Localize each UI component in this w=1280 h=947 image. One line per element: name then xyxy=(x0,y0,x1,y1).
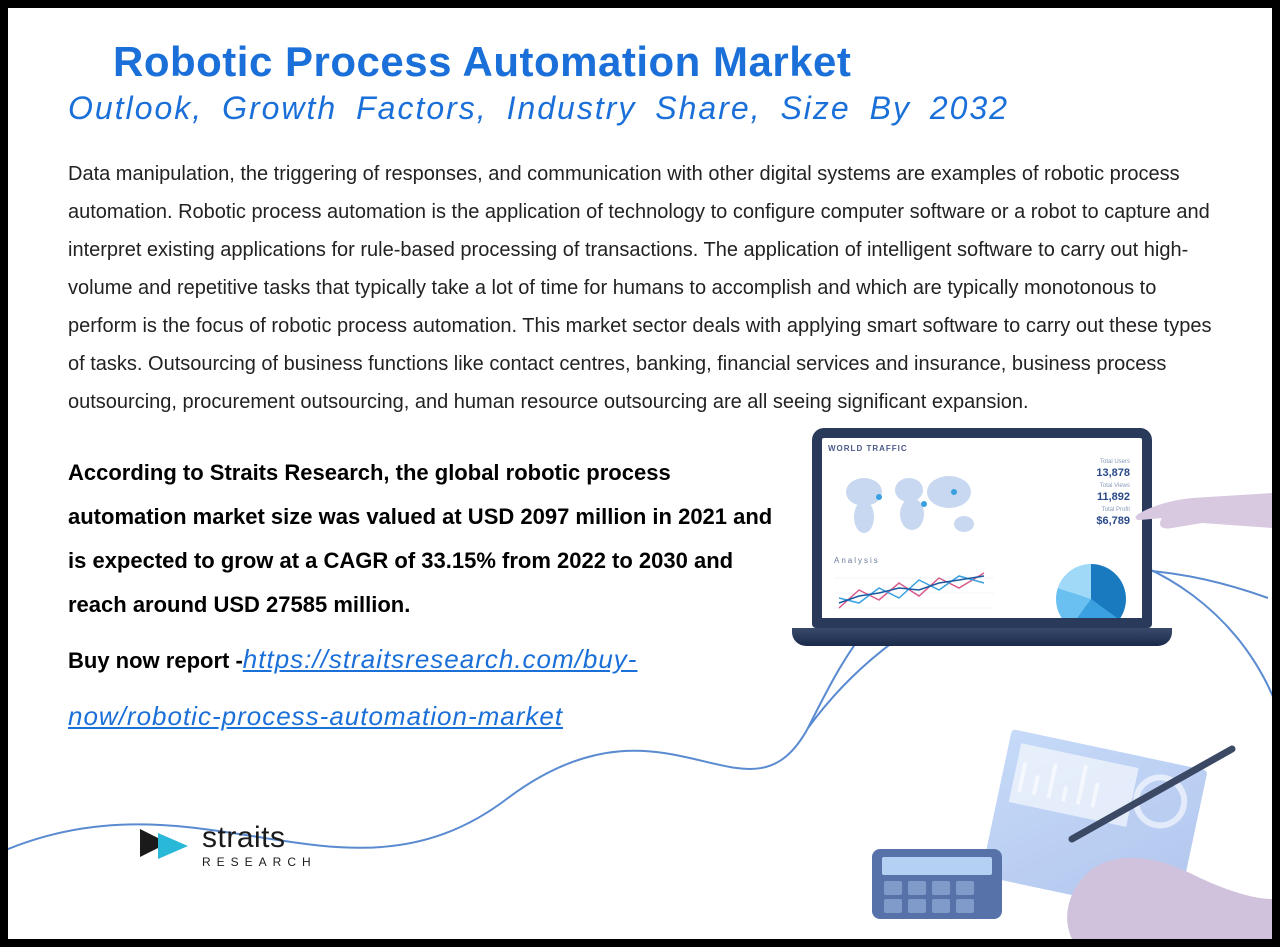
logo-mark-icon xyxy=(138,823,192,869)
laptop-screen: WORLD TRAFFIC Total Users xyxy=(812,428,1152,628)
body-paragraph: Data manipulation, the triggering of res… xyxy=(8,127,1272,421)
buy-line: Buy now report -https://straitsresearch.… xyxy=(68,631,788,745)
stat-value-0: 13,878 xyxy=(1096,466,1130,481)
page-subtitle: Outlook, Growth Factors, Industry Share,… xyxy=(8,86,1272,127)
stat-value-2: $6,789 xyxy=(1096,514,1130,529)
stat-label-0: Total Users xyxy=(1096,458,1130,466)
slide-page: Robotic Process Automation Market Outloo… xyxy=(8,8,1272,939)
laptop-illustration: WORLD TRAFFIC Total Users xyxy=(812,428,1152,658)
laptop-base xyxy=(792,628,1172,646)
logo-text: straits RESEARCH xyxy=(202,823,317,869)
logo-main-text: straits xyxy=(202,823,317,853)
stat-label-1: Total Views xyxy=(1096,482,1130,490)
brand-logo: straits RESEARCH xyxy=(138,823,317,869)
page-title: Robotic Process Automation Market xyxy=(8,8,1272,86)
analysis-label: Analysis xyxy=(834,556,880,565)
highlight-text: According to Straits Research, the globa… xyxy=(68,451,788,627)
world-map-icon xyxy=(834,462,994,552)
stat-label-2: Total Profit xyxy=(1096,506,1130,514)
line-chart xyxy=(834,568,994,618)
dashboard-header: WORLD TRAFFIC xyxy=(828,444,1136,453)
pie-chart xyxy=(1056,564,1126,628)
logo-sub-text: RESEARCH xyxy=(202,855,317,869)
highlight-block: According to Straits Research, the globa… xyxy=(68,451,788,745)
desk-items-illustration xyxy=(812,699,1272,939)
dashboard-mock: WORLD TRAFFIC Total Users xyxy=(828,444,1136,612)
buy-label: Buy now report - xyxy=(68,648,243,673)
stat-value-1: 11,892 xyxy=(1096,490,1130,505)
dashboard-stats: Total Users 13,878 Total Views 11,892 To… xyxy=(1096,458,1130,529)
pointing-hand-icon xyxy=(1132,478,1272,538)
